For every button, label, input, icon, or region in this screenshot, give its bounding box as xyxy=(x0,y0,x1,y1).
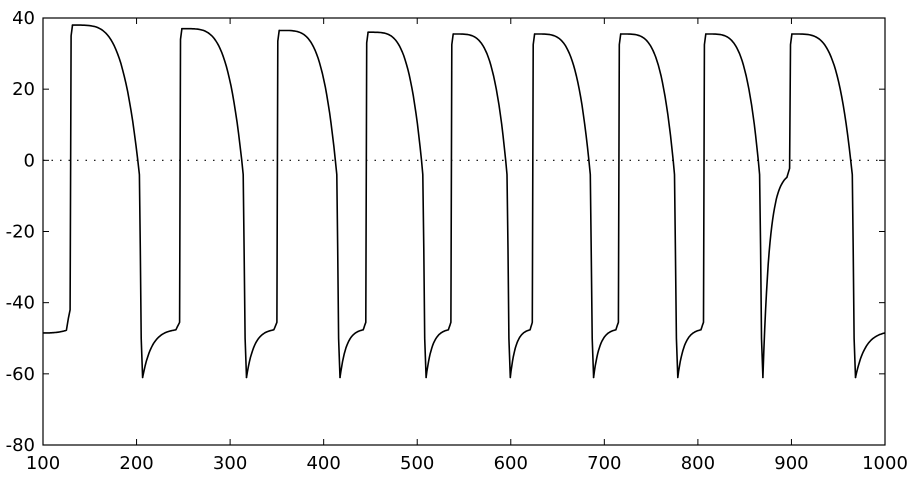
spike-trough-8 xyxy=(762,376,764,379)
spike-trough-2 xyxy=(245,376,248,379)
spike-peak-4 xyxy=(367,31,369,34)
x-tick-label: 600 xyxy=(494,453,528,474)
series-line-0 xyxy=(43,24,886,379)
spike-peak-9 xyxy=(791,33,793,35)
y-tick-label: 40 xyxy=(12,8,35,29)
x-tick-label: 800 xyxy=(681,453,715,474)
y-tick-label: 20 xyxy=(12,79,35,100)
spike-peak-2 xyxy=(181,27,183,30)
x-tick-label: 100 xyxy=(26,453,60,474)
x-tick-label: 400 xyxy=(306,453,340,474)
spike-trough-6 xyxy=(592,376,595,379)
x-tick-label: 900 xyxy=(774,453,808,474)
spike-trough-9 xyxy=(854,376,857,379)
series xyxy=(43,24,886,379)
spike-peak-7 xyxy=(619,33,622,35)
y-tick-label: -40 xyxy=(6,293,35,314)
tick-labels: 100 200 300 400 500 600 700 800 900 100040200-20-… xyxy=(6,8,908,474)
y-tick-label: -20 xyxy=(6,222,35,243)
y-tick-label: -60 xyxy=(6,364,35,385)
x-tick-label: 1000 xyxy=(862,453,908,474)
y-tick-label: -80 xyxy=(6,435,35,456)
x-tick-label: 700 xyxy=(587,453,621,474)
x-tick-label: 300 xyxy=(213,453,247,474)
x-tick-label: 200 xyxy=(119,453,153,474)
spike-peak-3 xyxy=(278,29,281,32)
spike-trough-4 xyxy=(425,376,427,379)
spike-peak-1 xyxy=(71,24,74,26)
spike-peak-8 xyxy=(705,33,707,35)
spike-trough-7 xyxy=(676,376,679,379)
spike-peak-5 xyxy=(452,33,455,35)
x-tick-label: 500 xyxy=(400,453,434,474)
spike-trough-5 xyxy=(509,376,512,379)
spike-trough-3 xyxy=(339,376,341,379)
y-tick-label: 0 xyxy=(24,150,35,171)
axes xyxy=(42,17,886,446)
spike-peak-6 xyxy=(533,33,536,35)
spike-trough-1 xyxy=(141,376,144,379)
